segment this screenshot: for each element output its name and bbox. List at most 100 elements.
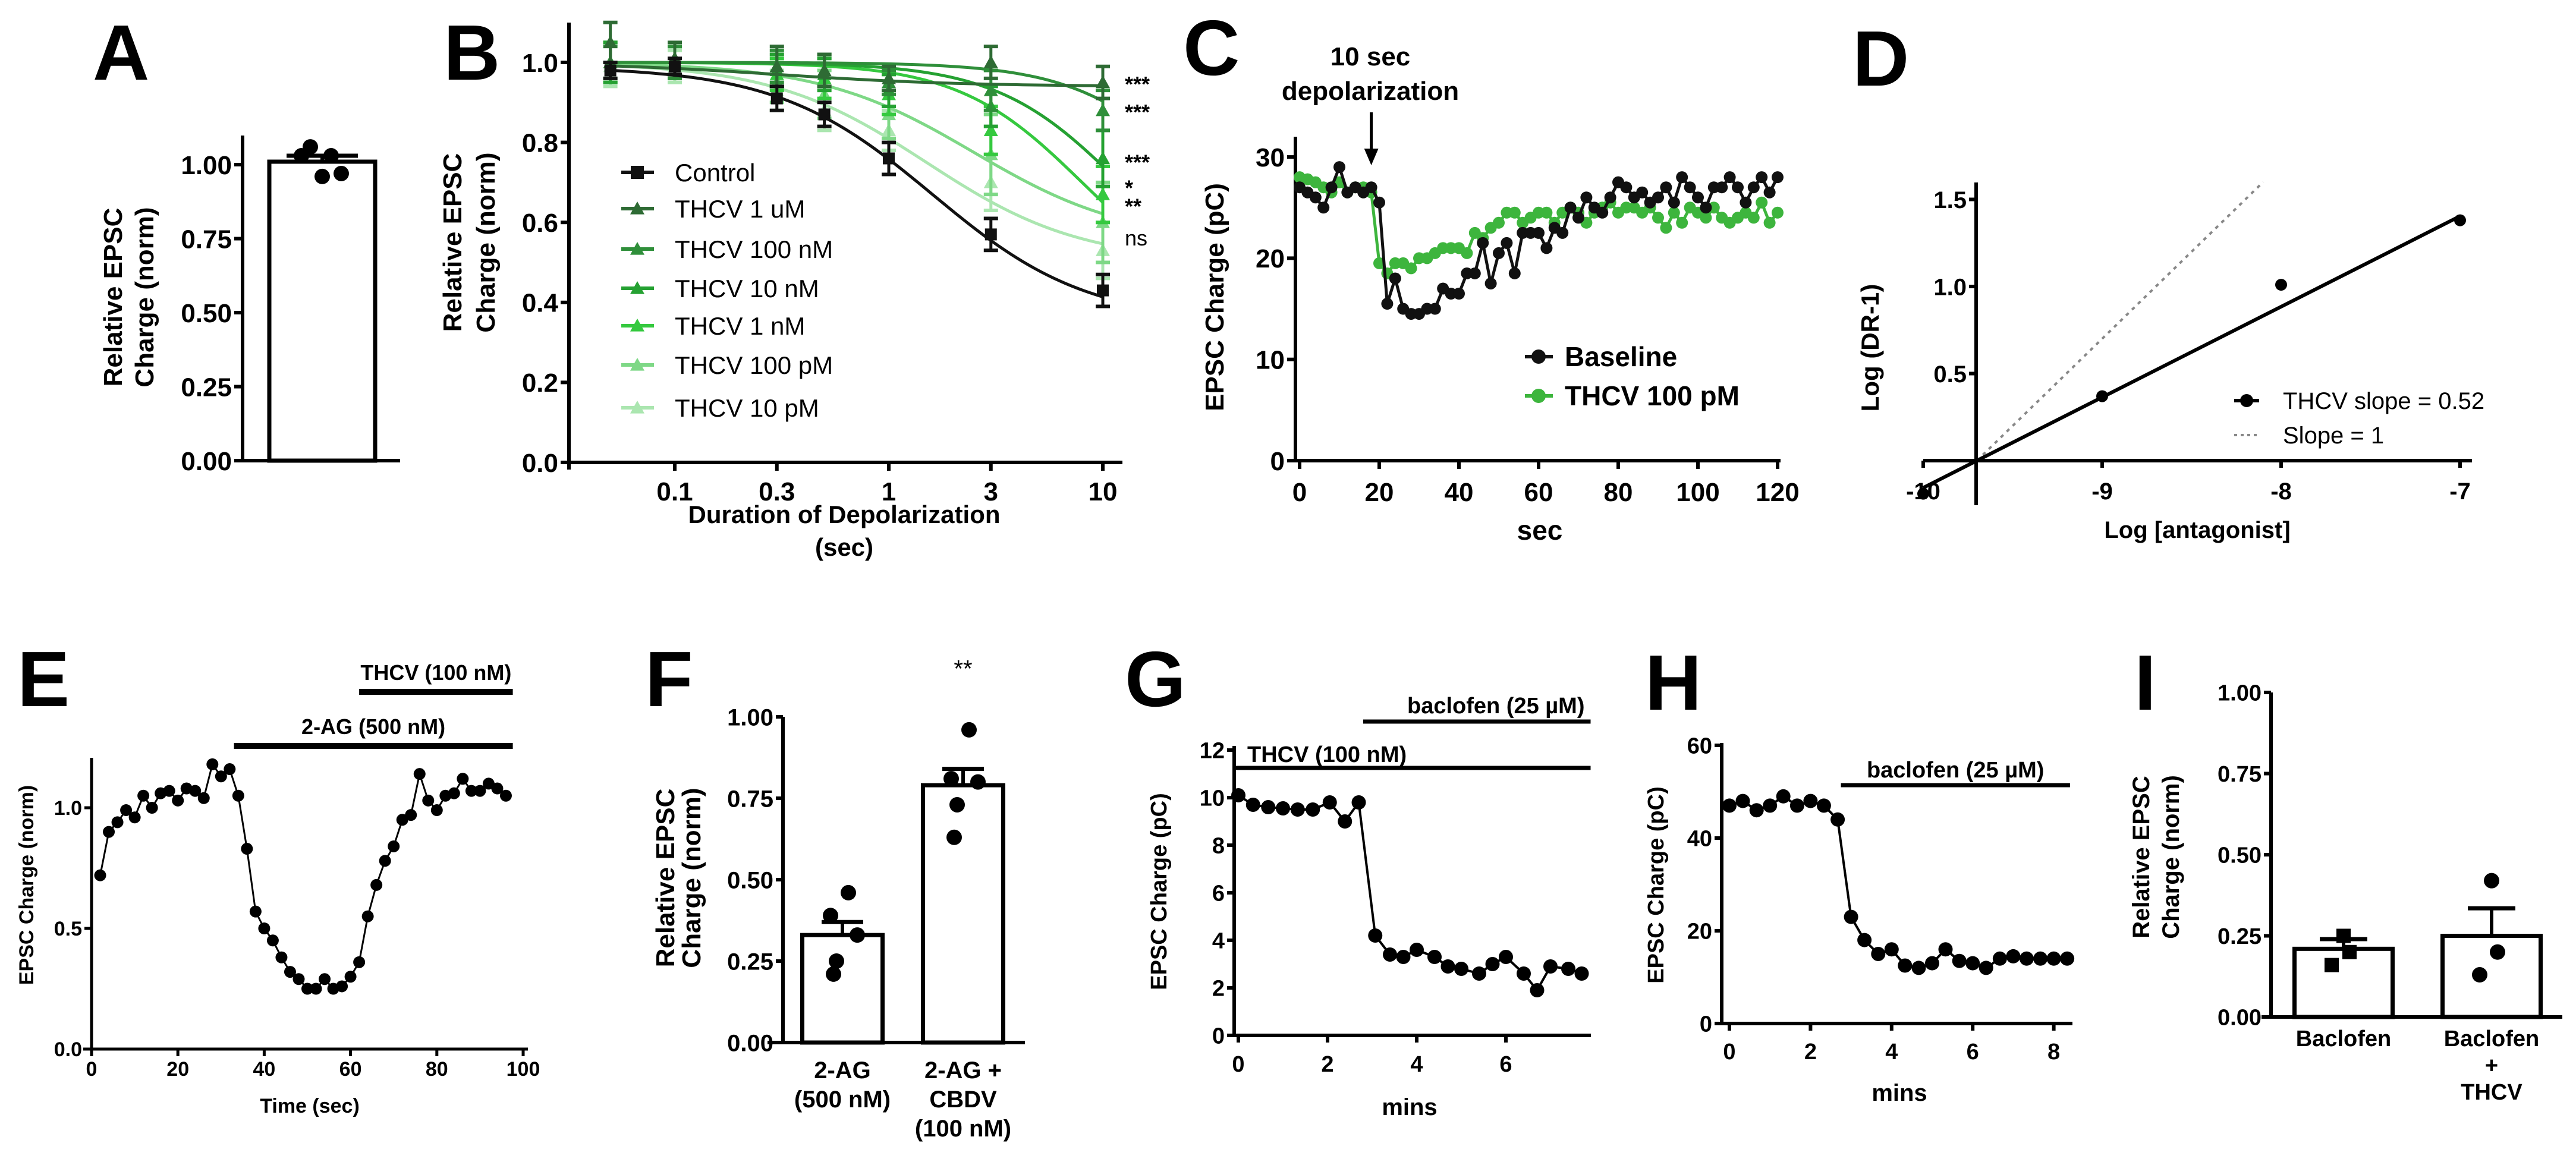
- data-point: [284, 966, 296, 978]
- data-point: [1096, 187, 1110, 200]
- data-point: [465, 785, 477, 797]
- data-point: [823, 908, 838, 924]
- fit-curve: [610, 64, 1103, 87]
- fit-curve: [610, 68, 1103, 298]
- y-tick-label: 0.00: [2218, 1006, 2262, 1031]
- data-point: [1261, 800, 1276, 814]
- y-tick-label: 0.6: [522, 209, 558, 238]
- significance-label: *: [1125, 175, 1133, 200]
- data-point: [1477, 237, 1489, 249]
- data-point: [146, 802, 158, 814]
- data-point: [1844, 909, 1858, 924]
- data-point: [1517, 966, 1531, 981]
- data-point: [413, 768, 426, 780]
- x-tick-label: 100: [507, 1058, 540, 1081]
- data-point: [1763, 186, 1776, 199]
- legend-item: THCV 100 pM: [621, 351, 833, 379]
- x-axis-title: mins: [1872, 1080, 1927, 1106]
- x-tick-label: 10: [1089, 477, 1118, 506]
- data-point: [669, 60, 681, 73]
- data-point: [163, 785, 175, 797]
- x-axis-title: Time (sec): [260, 1095, 360, 1117]
- y-axis-title: Relative EPSC: [651, 789, 680, 968]
- data-point: [361, 910, 374, 922]
- bar-group: [267, 139, 378, 463]
- data-point: [1499, 950, 1513, 964]
- x-tick-label: 2: [1804, 1040, 1817, 1065]
- data-point: [770, 92, 783, 105]
- data-point: [2046, 951, 2061, 966]
- data-point: [1749, 803, 1764, 818]
- legend-label: THCV 100 pM: [1565, 380, 1740, 411]
- y-tick-label: 12: [1200, 739, 1225, 764]
- data-point: [137, 789, 150, 802]
- data-point: [1660, 181, 1672, 194]
- data-point: [336, 980, 348, 993]
- data-point: [1684, 181, 1696, 194]
- y-tick-label: 0: [1270, 447, 1285, 476]
- y-axis-title: Charge (norm): [130, 207, 159, 387]
- significance-label: ns: [1125, 226, 1147, 250]
- panel-label: D: [1852, 15, 1909, 102]
- legend-item: THCV 100 nM: [621, 235, 833, 263]
- data-point: [970, 774, 986, 790]
- data-point: [1368, 928, 1383, 943]
- data-point: [275, 951, 288, 963]
- data-point: [1884, 942, 1899, 957]
- x-category-label: 2-AG: [814, 1057, 871, 1084]
- data-point: [2490, 944, 2505, 960]
- drug-bar-label: baclofen (25 µM): [1867, 758, 2045, 783]
- panel-g: G 0 2 4 6 8 10 12 0 2 4 6 EPSC Charge (pC) mins baclof…: [1125, 635, 1591, 1120]
- drug-bar-label: THCV (100 nM): [360, 660, 511, 685]
- panel-label: A: [93, 9, 149, 96]
- x-axis-title: Log [antagonist]: [2104, 517, 2290, 543]
- data-point: [189, 785, 202, 797]
- data-point: [1096, 103, 1110, 116]
- y-tick-label: 1.00: [181, 151, 232, 180]
- data-point: [1373, 257, 1385, 269]
- legend-marker: [1531, 349, 1546, 364]
- y-tick-label: 0.5: [1933, 361, 1967, 388]
- y-axis-title: Relative EPSC: [438, 153, 467, 332]
- data-point: [946, 829, 962, 845]
- data-point: [1596, 206, 1609, 219]
- series-line: [1237, 794, 1583, 991]
- drug-application-bar: THCV (100 nM): [1234, 742, 1591, 770]
- data-point: [1857, 933, 1872, 947]
- data-point: [1735, 793, 1750, 808]
- data-point: [1911, 961, 1926, 975]
- data-point: [1952, 953, 1967, 968]
- significance-label: ***: [1125, 72, 1150, 96]
- legend-marker: [630, 242, 644, 255]
- x-tick-label: 0: [86, 1058, 97, 1081]
- legend-label: THCV slope = 0.52: [2283, 388, 2484, 414]
- data-point: [1540, 242, 1553, 254]
- data-point: [1756, 196, 1768, 209]
- data-point: [422, 794, 435, 807]
- data-point: [1763, 798, 1778, 813]
- data-point: [1290, 802, 1305, 817]
- data-point: [1979, 961, 1993, 975]
- legend-item: THCV 10 pM: [621, 394, 819, 422]
- data-point: [1096, 75, 1110, 89]
- data-point: [1803, 793, 1818, 808]
- data-point: [1389, 272, 1401, 285]
- data-point: [1429, 303, 1441, 315]
- data-point: [1405, 262, 1417, 275]
- legend-marker: [631, 166, 644, 179]
- drug-application-bar: 2-AG (500 nM): [234, 714, 513, 749]
- data-point: [405, 809, 417, 821]
- data-point: [323, 148, 339, 164]
- bar-group: ** 2-AG + CBDV (100 nM): [915, 656, 1011, 1142]
- data-point: [961, 722, 977, 738]
- legend-item: THCV 10 nM: [621, 275, 819, 303]
- data-point: [1574, 966, 1589, 981]
- legend-label: THCV 100 nM: [675, 235, 833, 263]
- x-tick-label: 100: [1676, 478, 1719, 507]
- data-point: [215, 770, 227, 783]
- y-tick-label: 0.00: [727, 1030, 773, 1056]
- data-point: [1472, 966, 1486, 981]
- panel-i: I 0.00 0.25 0.50 0.75 1.00 Relative EPSC Charge…: [2128, 639, 2562, 1105]
